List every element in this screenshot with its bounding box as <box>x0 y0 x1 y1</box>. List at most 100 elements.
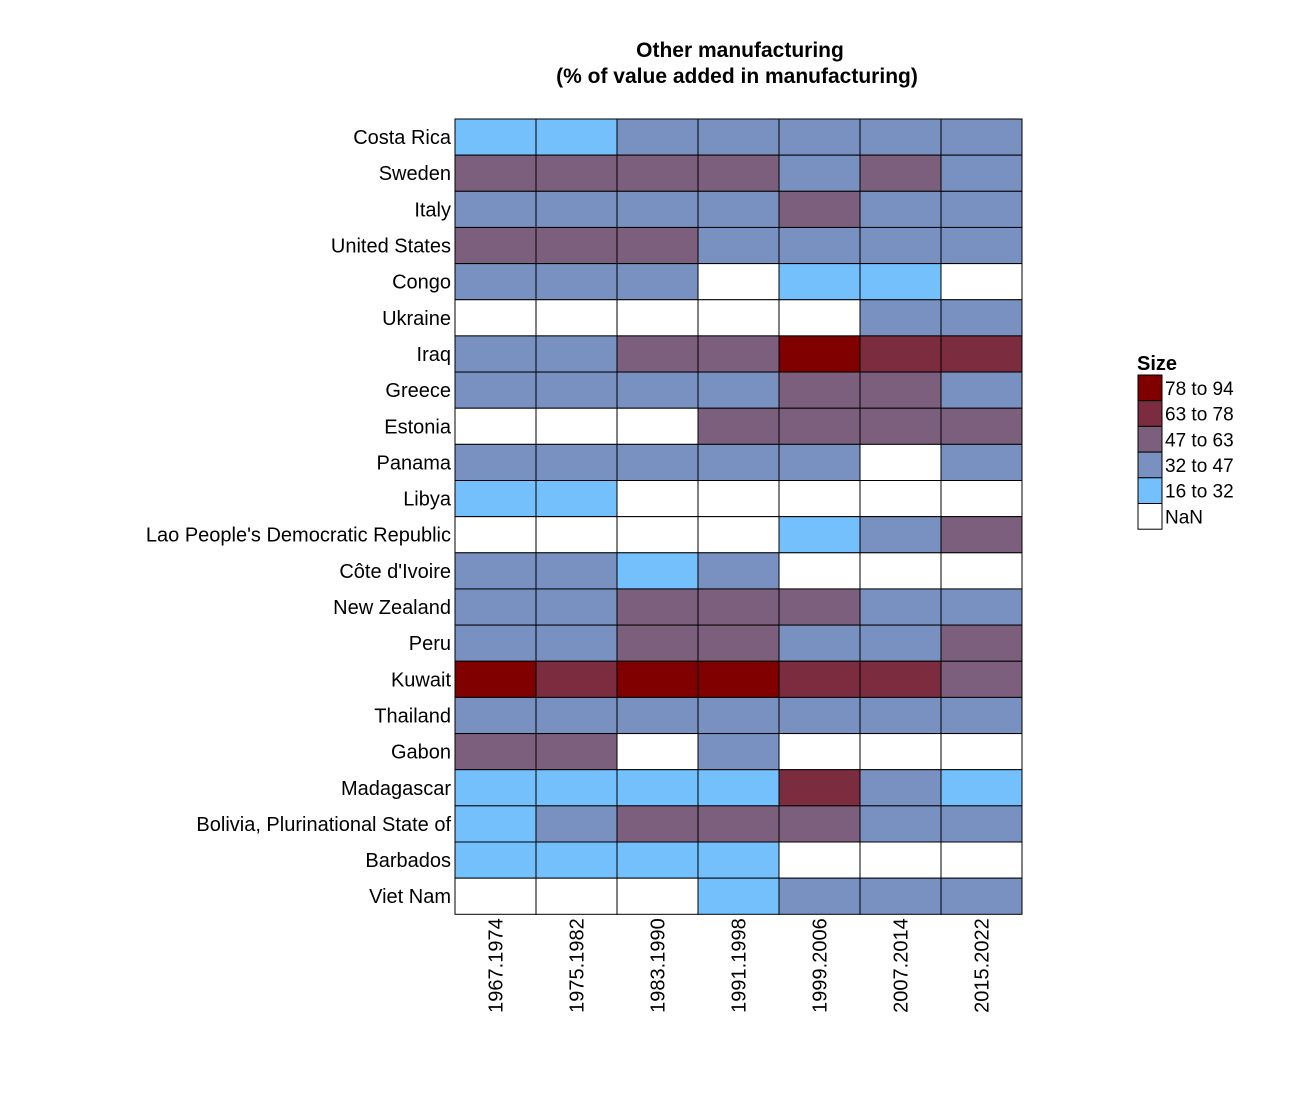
heatmap-cell <box>940 516 1023 554</box>
heatmap-cell <box>778 226 861 265</box>
row-label: Madagascar <box>341 778 451 800</box>
column-label: 1983.1990 <box>648 918 670 1013</box>
heatmap-cell <box>454 552 537 590</box>
row-label: Bolivia, Plurinational State of <box>196 814 451 836</box>
heatmap-cell <box>616 154 699 192</box>
legend-title: Size <box>1137 353 1177 375</box>
legend-swatch <box>1137 400 1163 427</box>
heatmap-cell <box>940 877 1023 915</box>
row-label: Iraq <box>417 344 451 366</box>
heatmap-cell <box>454 588 537 626</box>
heatmap-cell <box>778 624 861 662</box>
heatmap-cell <box>454 335 537 373</box>
heatmap-cell <box>454 371 537 409</box>
heatmap-cell <box>616 226 699 265</box>
heatmap-cell <box>859 805 942 843</box>
heatmap-cell <box>940 443 1023 482</box>
heatmap-cell <box>616 443 699 482</box>
heatmap-cell <box>940 660 1023 698</box>
heatmap-cell <box>454 154 537 192</box>
heatmap-cell <box>778 733 861 771</box>
row-label: Viet Nam <box>369 886 451 908</box>
heatmap-cell <box>697 335 780 373</box>
heatmap-cell <box>859 299 942 337</box>
heatmap-cell <box>535 371 618 409</box>
heatmap-cell <box>778 841 861 879</box>
heatmap-cell <box>697 226 780 265</box>
heatmap-cell <box>778 299 861 337</box>
column-label: 1975.1982 <box>567 918 589 1013</box>
heatmap-cell <box>616 263 699 301</box>
heatmap-cell <box>859 190 942 228</box>
row-label: United States <box>331 236 451 258</box>
heatmap-cell <box>859 696 942 735</box>
heatmap-cell <box>535 696 618 735</box>
heatmap-cell <box>778 769 861 807</box>
heatmap-cell <box>454 769 537 807</box>
heatmap-cell <box>535 480 618 518</box>
heatmap-cell <box>454 407 537 445</box>
heatmap-cell <box>778 263 861 301</box>
column-labels: 1967.1974 1975.1982 1983.1990 1991.1998 1999… <box>486 918 994 1013</box>
column-label: 2015.2022 <box>972 918 994 1013</box>
heatmap-cell <box>616 588 699 626</box>
column-label: 2007.2014 <box>891 918 913 1013</box>
heatmap-cell <box>859 877 942 915</box>
heatmap-cell <box>535 877 618 915</box>
legend-label: NaN <box>1165 507 1203 528</box>
heatmap-cell <box>940 154 1023 192</box>
heatmap-cell <box>454 226 537 265</box>
heatmap-cell <box>535 263 618 301</box>
legend-swatch <box>1137 425 1163 453</box>
heatmap-cell <box>535 552 618 590</box>
legend-swatch <box>1137 477 1163 504</box>
heatmap-cell <box>697 480 780 518</box>
heatmap-cell <box>616 480 699 518</box>
heatmap-cell <box>454 263 537 301</box>
heatmap-cell <box>535 118 618 156</box>
row-label: New Zealand <box>333 597 451 619</box>
heatmap-cell <box>616 841 699 879</box>
heatmap-cell <box>535 299 618 337</box>
heatmap-cell <box>697 696 780 735</box>
heatmap-cell <box>940 190 1023 228</box>
heatmap-cell <box>454 299 537 337</box>
heatmap-cell <box>859 552 942 590</box>
heatmap-cell <box>535 516 618 554</box>
heatmap-cell <box>697 516 780 554</box>
heatmap-cell <box>697 299 780 337</box>
column-label: 1999.2006 <box>810 918 832 1013</box>
heatmap-cell <box>454 805 537 843</box>
row-label: Kuwait <box>391 669 451 691</box>
heatmap-cell <box>697 371 780 409</box>
heatmap-cell <box>535 733 618 771</box>
heatmap-cell <box>940 371 1023 409</box>
row-label: Congo <box>392 272 451 294</box>
heatmap-cell <box>940 407 1023 445</box>
heatmap-cell <box>535 588 618 626</box>
heatmap-cell <box>859 226 942 265</box>
heatmap-cell <box>616 407 699 445</box>
heatmap-cell <box>778 552 861 590</box>
heatmap-cell <box>940 769 1023 807</box>
row-label: Peru <box>409 633 451 655</box>
heatmap-cell <box>697 190 780 228</box>
row-label: Estonia <box>384 416 452 438</box>
heatmap-cell <box>697 877 780 915</box>
legend-label: 47 to 63 <box>1165 430 1234 451</box>
heatmap-cell <box>778 480 861 518</box>
heatmap-cell <box>940 335 1023 373</box>
column-label: 1967.1974 <box>486 918 508 1013</box>
heatmap-cell <box>778 118 861 156</box>
heatmap-cell <box>859 407 942 445</box>
row-label: Costa Rica <box>353 127 452 149</box>
legend-label: 16 to 32 <box>1165 482 1234 503</box>
heatmap-cell <box>535 443 618 482</box>
heatmap-cell <box>697 733 780 771</box>
heatmap-cell <box>940 226 1023 265</box>
heatmap-cell <box>859 516 942 554</box>
legend-label: 78 to 94 <box>1165 379 1234 400</box>
row-label: Thailand <box>374 705 451 727</box>
heatmap-cell <box>778 588 861 626</box>
heatmap-cell <box>778 805 861 843</box>
